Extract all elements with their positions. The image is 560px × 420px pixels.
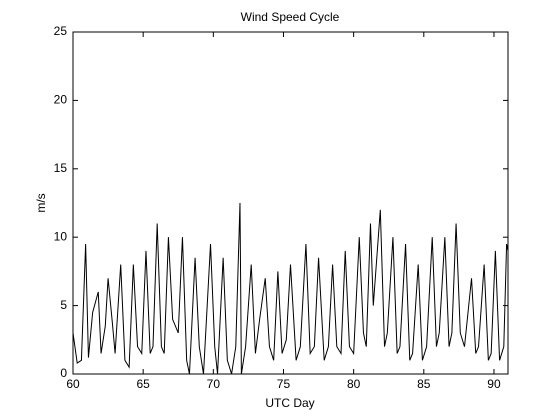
x-tick-label: 85: [417, 377, 431, 391]
plot-box: [72, 31, 509, 375]
data-line: [72, 202, 509, 375]
y-tick-label: 0: [60, 366, 67, 380]
x-tick-label: 80: [347, 377, 361, 391]
x-tick-label: 75: [277, 377, 291, 391]
y-tick-label: 15: [54, 161, 68, 175]
x-axis-label: UTC Day: [265, 396, 314, 410]
y-tick-label: 20: [54, 93, 68, 107]
y-axis-label: m/s: [34, 193, 48, 212]
y-tick-label: 10: [54, 229, 68, 243]
x-tick-label: 90: [487, 377, 501, 391]
y-tick-label: 25: [54, 24, 68, 38]
y-tick-label: 5: [60, 298, 67, 312]
chart-title: Wind Speed Cycle: [241, 10, 340, 24]
x-tick-label: 70: [207, 377, 221, 391]
x-tick-label: 60: [66, 377, 80, 391]
x-tick-label: 65: [136, 377, 150, 391]
